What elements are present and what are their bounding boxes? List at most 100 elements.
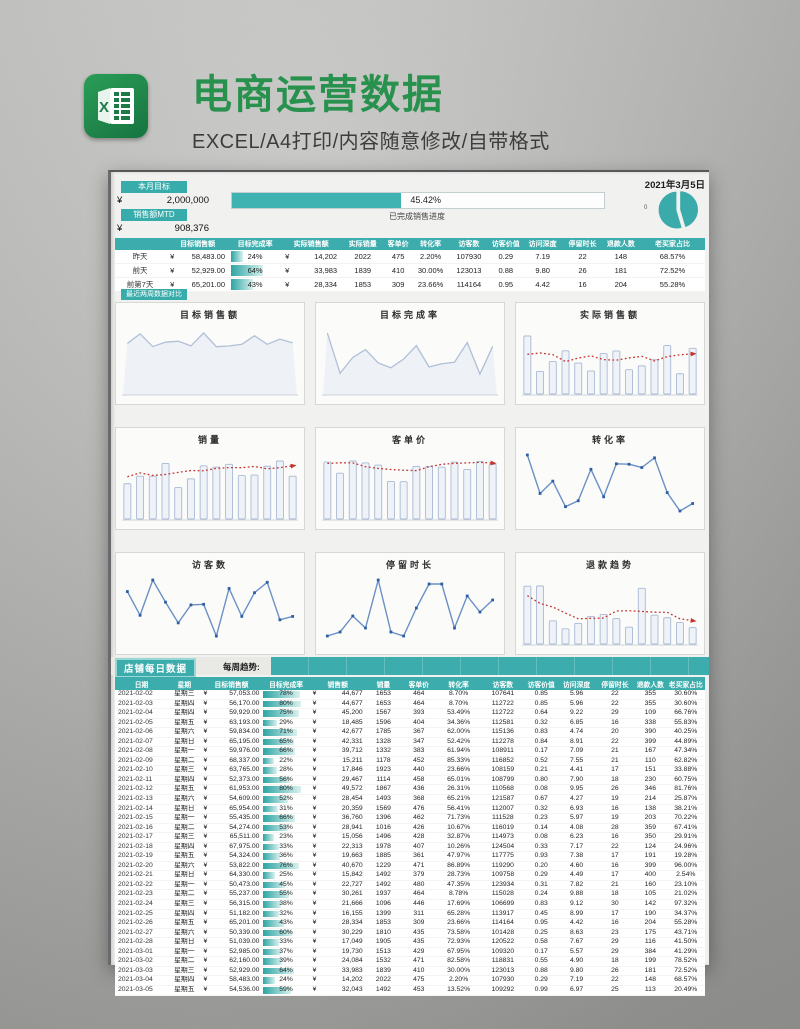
daily-cell: 65.21% — [436, 794, 481, 805]
summary-header-cell: 客单价 — [383, 238, 413, 250]
daily-cell: 81.76% — [666, 784, 705, 795]
table-row: 2021-02-25 星期四 ¥51,182.00 32% ¥16,155 1399 311… — [115, 909, 705, 920]
daily-cell: 星期五 — [168, 918, 201, 929]
mini-chart-line: 停留时长 — [315, 552, 505, 655]
daily-cell: 55% — [262, 889, 310, 901]
table-row: 2021-03-01 星期一 ¥52,985.00 37% ¥19,730 1513 429… — [115, 947, 705, 958]
daily-cell: 38% — [262, 899, 310, 910]
daily-cell: 70.22% — [666, 813, 705, 824]
summary-cell: 昨天 — [115, 250, 166, 264]
daily-cell: 355 — [634, 699, 667, 710]
daily-cell: 10.26% — [436, 842, 481, 853]
summary-cell: 1853 — [342, 277, 384, 292]
daily-cell: 1492 — [365, 985, 402, 996]
daily-cell: 2021-02-04 — [115, 708, 169, 719]
table-row: 2021-02-13 星期六 ¥54,609.00 52% ¥28,454 1493 368… — [115, 794, 705, 805]
daily-cell: 107641 — [480, 690, 525, 700]
daily-cell: 2021-02-27 — [115, 928, 169, 939]
summary-header-cell: 老买家占比 — [640, 238, 705, 250]
daily-cell: 435 — [401, 937, 437, 948]
daily-cell: 86.89% — [436, 861, 481, 872]
daily-cell: 26.31% — [436, 784, 481, 795]
daily-cell: 26 — [595, 784, 635, 795]
table-row: 2021-02-27 星期六 ¥50,339.00 60% ¥30,229 1810 435… — [115, 928, 705, 939]
daily-cell: 214 — [634, 794, 667, 805]
daily-cell: 109758 — [480, 870, 525, 881]
daily-cell: ¥57,053.00 — [200, 690, 263, 700]
daily-cell: 55.83% — [666, 718, 705, 729]
daily-cell: 347 — [401, 737, 437, 748]
daily-cell: 8.78% — [436, 889, 481, 901]
daily-cell: 32% — [262, 909, 310, 920]
table-row: 2021-02-09 星期二 ¥68,337.00 22% ¥15,211 1178 452… — [115, 756, 705, 767]
daily-cell: 5.96 — [557, 690, 596, 700]
daily-header-cell: 客单价 — [401, 677, 437, 690]
summary-cell: ¥58,483.00 — [165, 250, 231, 264]
daily-cell: 30 — [595, 899, 635, 910]
summary-cell: 0.95 — [489, 277, 523, 292]
daily-cell: 1328 — [365, 737, 402, 748]
summary-cell: 107930 — [448, 250, 490, 264]
daily-cell: ¥56,315.00 — [200, 899, 263, 910]
daily-cell: 20.49% — [666, 985, 705, 996]
daily-cell: 440 — [401, 765, 437, 776]
daily-cell: 167 — [634, 746, 667, 757]
daily-cell: 星期五 — [168, 851, 201, 862]
table-row: 2021-02-05 星期五 ¥63,193.00 29% ¥18,485 1596 404… — [115, 718, 705, 729]
summary-cell: 4.42 — [522, 277, 564, 292]
pie-zero-label: 0 — [644, 205, 648, 211]
daily-cell: 4.49 — [557, 870, 596, 881]
daily-cell: 47.97% — [436, 851, 481, 862]
daily-cell: ¥50,473.00 — [200, 880, 263, 891]
mini-chart-area: 目标销售额 — [115, 302, 305, 405]
daily-cell: 38.21% — [666, 804, 705, 815]
daily-cell: 0.17 — [524, 746, 558, 757]
daily-cell: 29 — [595, 937, 635, 948]
daily-cell: 71% — [262, 727, 310, 738]
daily-cell: ¥51,182.00 — [200, 909, 263, 920]
daily-cell: 23% — [262, 832, 310, 843]
daily-cell: 9.22 — [557, 708, 596, 719]
daily-cell: 75% — [262, 708, 310, 719]
mini-chart-bar-trend: 销量 — [115, 427, 305, 530]
daily-cell: 0.99 — [524, 985, 558, 996]
daily-cell: 19.28% — [666, 851, 705, 862]
daily-cell: 16 — [595, 861, 635, 872]
daily-cell: 1596 — [365, 718, 402, 729]
daily-cell: 26 — [595, 966, 635, 977]
daily-cell: 22 — [595, 737, 635, 748]
daily-cell: 18 — [595, 775, 635, 786]
daily-cell: 62.82% — [666, 756, 705, 767]
daily-cell: 426 — [401, 823, 437, 834]
daily-cell: 404 — [401, 718, 437, 729]
daily-cell: 29 — [595, 708, 635, 719]
daily-header-cell: 访客价值 — [524, 677, 558, 690]
daily-cell: 21 — [595, 746, 635, 757]
daily-cell: 1496 — [365, 832, 402, 843]
daily-cell: 4.42 — [557, 918, 596, 929]
daily-cell: ¥52,929.00 — [200, 966, 263, 977]
daily-cell: 65% — [262, 737, 310, 748]
daily-cell: 390 — [634, 727, 667, 738]
daily-cell: 453 — [401, 985, 437, 996]
table-row: 2021-02-22 星期一 ¥50,473.00 45% ¥22,727 1492 480… — [115, 880, 705, 891]
chart-title: 目标销售额 — [179, 310, 240, 320]
daily-header-cell: 访问深度 — [557, 677, 596, 690]
daily-cell: ¥59,834.00 — [200, 727, 263, 738]
daily-cell: 17 — [595, 851, 635, 862]
daily-cell: 76% — [262, 861, 310, 872]
summary-cell: 475 — [383, 250, 413, 264]
daily-cell: 2021-02-18 — [115, 842, 169, 853]
daily-cell: 61.94% — [436, 746, 481, 757]
daily-cell: 72.52% — [666, 966, 705, 977]
daily-cell: 1096 — [365, 899, 402, 910]
daily-cell: 星期日 — [168, 870, 201, 881]
daily-cell: ¥62,160.00 — [200, 956, 263, 967]
daily-cell: 41.50% — [666, 937, 705, 948]
daily-cell: 109 — [634, 708, 667, 719]
daily-cell: 0.80 — [524, 775, 558, 786]
daily-cell: 7.19 — [557, 975, 596, 986]
daily-cell: 2.20% — [436, 975, 481, 986]
daily-cell: 67.95% — [436, 947, 481, 958]
daily-cell: 117775 — [480, 851, 525, 862]
